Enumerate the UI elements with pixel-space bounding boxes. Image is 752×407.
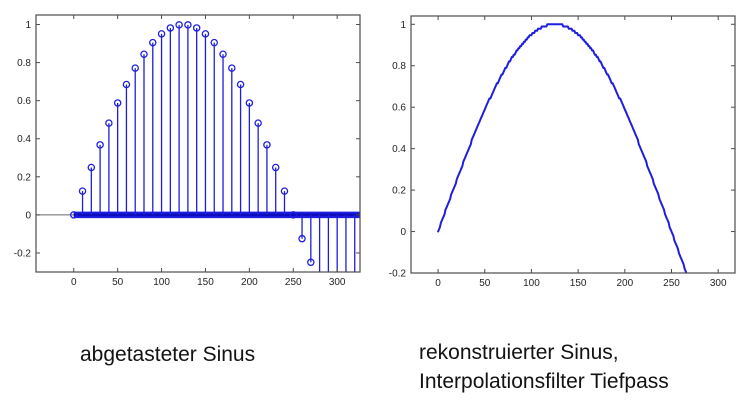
caption-right-line1: rekonstruierter Sinus,	[419, 341, 619, 364]
stem-marker	[96, 141, 104, 149]
y-tick-label: 0.8	[17, 58, 31, 69]
stem-marker	[236, 80, 245, 89]
x-tick-label: 250	[663, 278, 680, 289]
x-tick-label: 150	[570, 278, 587, 289]
line-plot-reconstructed-sine: 0 50 100 150 200 250 300 -0.2 0 0.2 0.4 0.6 0.8 1	[389, 15, 736, 289]
axes: 0 50 100 150 200 250 300 -0.2 0 0.2 0.4 0.6 0.8 1	[389, 15, 736, 289]
stem-marker	[149, 38, 157, 47]
stem-marker	[245, 99, 254, 107]
stem-marker	[175, 21, 183, 29]
stem-marker	[298, 234, 306, 243]
y-tick-label: 0	[400, 227, 406, 238]
y-tick-label: 0	[25, 210, 31, 221]
x-tick-label: 200	[616, 278, 633, 289]
stem-marker	[289, 211, 298, 219]
stem-marker	[113, 99, 122, 107]
stem-marker	[78, 187, 87, 195]
stem-marker	[271, 163, 280, 172]
x-tick-label: 50	[479, 278, 491, 289]
stem-marker	[228, 64, 236, 72]
stem-marker	[122, 80, 131, 89]
caption-right: rekonstruierter Sinus, Interpolationsfil…	[419, 338, 669, 396]
y-tick-label: 0.6	[392, 103, 406, 114]
x-tick-label: 250	[285, 277, 302, 288]
x-tick-label: 0	[435, 278, 441, 289]
sine-curve	[437, 23, 688, 273]
plot-box	[35, 14, 361, 273]
y-tick-label: -0.2	[14, 248, 32, 259]
x-tick-label: 300	[329, 277, 346, 288]
curve-series	[437, 23, 688, 273]
stem-marker	[131, 64, 139, 72]
stem-marker	[105, 119, 113, 127]
y-tick-label: 0.4	[392, 144, 406, 155]
stem-marker	[219, 50, 227, 58]
stem-marker	[263, 141, 271, 149]
y-tick-label: 0.6	[17, 96, 31, 107]
y-tick-label: 0.4	[17, 134, 31, 145]
y-tick-label: 1	[25, 20, 31, 31]
x-tick-label: 150	[197, 277, 214, 288]
x-tick-label: 0	[71, 277, 77, 288]
stem-marker	[184, 21, 192, 29]
stem-marker	[87, 163, 96, 172]
y-tick-label: 0.2	[17, 172, 31, 183]
stem-marker	[140, 50, 148, 58]
stem-marker	[254, 119, 262, 127]
x-tick-label: 100	[523, 278, 540, 289]
caption-left-text: abgetasteter Sinus	[80, 343, 256, 366]
caption-left: abgetasteter Sinus	[80, 340, 255, 369]
axes: 0 50 100 150 200 250 300 -0.2 0 0.2 0.4 0.6 0.8 1	[14, 14, 361, 288]
stem-marker	[210, 38, 218, 47]
stem-marker	[157, 30, 166, 38]
caption-right-line2: Interpolationsfilter Tiefpass	[419, 370, 669, 393]
stem-marker	[307, 258, 315, 267]
y-tick-label: 0.2	[392, 186, 406, 197]
x-tick-label: 200	[241, 277, 258, 288]
stem-marker	[70, 211, 78, 219]
y-tick-label: 0.8	[392, 61, 406, 72]
x-tick-label: 300	[710, 278, 727, 289]
x-tick-label: 100	[153, 277, 170, 288]
stem-plot-sampled-sine: 0 50 100 150 200 250 300 -0.2 0 0.2 0.4 0.6 0.8 1	[14, 14, 361, 288]
stem-marker	[280, 187, 289, 195]
stem-marker	[166, 24, 175, 32]
x-tick-label: 50	[112, 277, 124, 288]
y-tick-label: -0.2	[389, 269, 407, 280]
stem-series	[36, 21, 360, 272]
plot-box	[410, 15, 736, 274]
stem-marker	[192, 24, 201, 32]
stem-marker	[201, 30, 210, 38]
y-tick-label: 1	[400, 20, 406, 31]
